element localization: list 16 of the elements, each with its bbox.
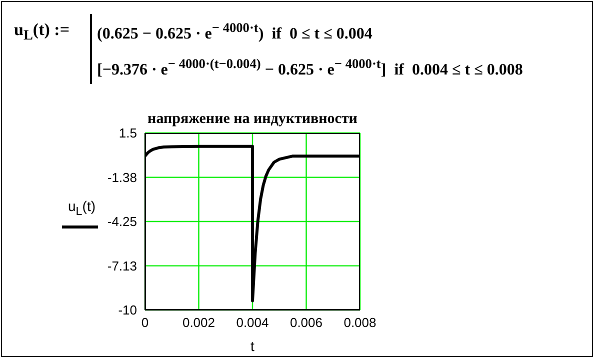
x-tick-label: 0.006 <box>290 315 323 330</box>
y-tick-label: -1.38 <box>107 170 137 185</box>
x-tick-label: 0.008 <box>344 315 376 330</box>
y-tick-label: 1.5 <box>118 126 137 141</box>
y-tick-label: -4.25 <box>107 214 137 230</box>
y-tick-label: -10 <box>118 302 137 318</box>
text: (0.625 − 0.625 · e$^{− 4000·t}$) if 0 ≤ t ≤ 0.004 <box>97 20 372 44</box>
y-tick-label: -7.13 <box>107 258 137 274</box>
text: [−9.376 · e$^{− 4000·(t−0.004)}$ − 0.625 · e$^{− 4000·t}$] if 0.004 ≤ t ≤ 0.008 <box>97 56 523 80</box>
text: u$_{L}$(t) := <box>14 20 70 44</box>
text: u$_{L}$(t) <box>68 198 96 218</box>
chart-title: напряжение на индуктивности <box>148 111 358 127</box>
x-tick-label: 0 <box>141 315 149 330</box>
x-tick-label: 0.002 <box>182 315 216 330</box>
x-tick-label: 0.004 <box>236 315 269 330</box>
x-axis-title: t <box>250 338 256 354</box>
